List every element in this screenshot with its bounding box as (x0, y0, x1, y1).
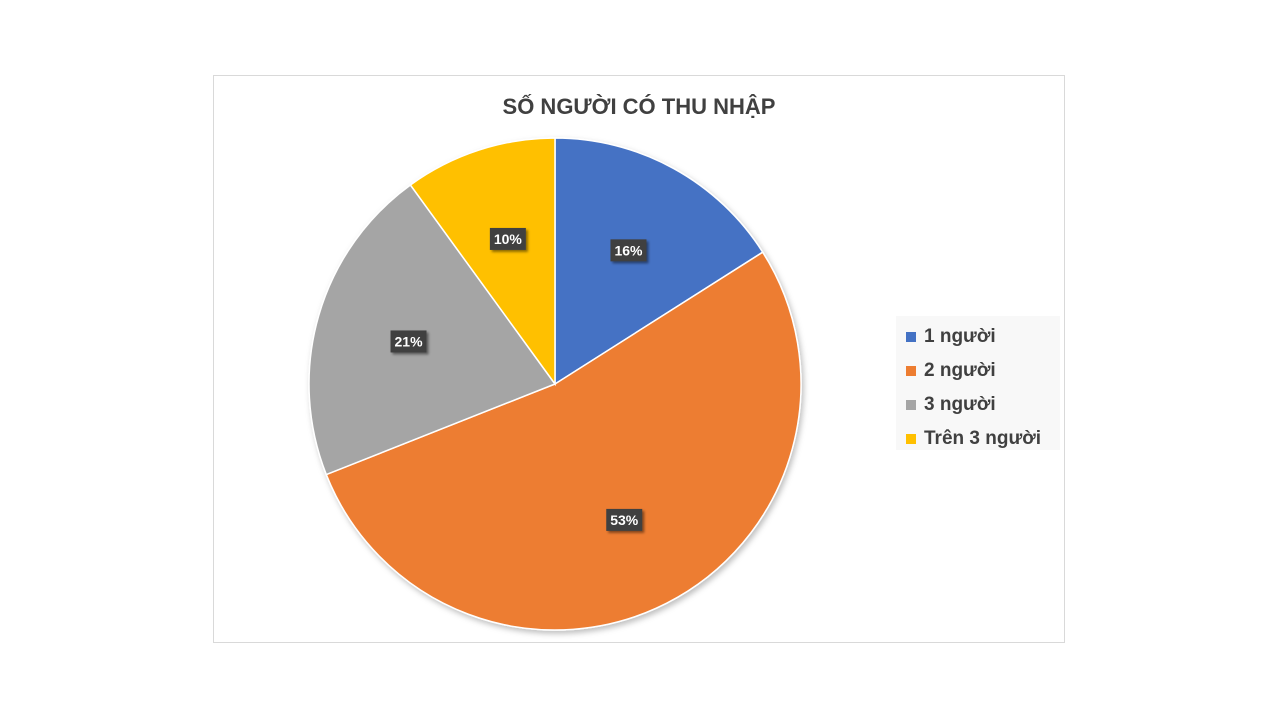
pie-slice-1-nguoi (554, 137, 764, 386)
data-label-text: 21% (395, 333, 424, 349)
legend-item-2-nguoi: 2 người (906, 354, 1060, 388)
data-label-text: 16% (614, 242, 643, 258)
legend: 1 người 2 người 3 người Trên 3 người (896, 316, 1060, 450)
data-label-text: 10% (494, 231, 523, 247)
data-label-1-nguoi: 16% (610, 239, 647, 262)
data-label-2-nguoi: 53% (606, 508, 643, 531)
legend-label: Trên 3 người (924, 428, 1042, 449)
chart-frame: SỐ NGƯỜI CÓ THU NHẬP 16% 53% 21% 10% 1 ngườ… (213, 75, 1065, 643)
legend-swatch (906, 332, 916, 342)
legend-item-tren-3-nguoi: Trên 3 người (906, 422, 1060, 456)
data-label-tren-3-nguoi: 10% (489, 227, 526, 250)
pie-slice-2-nguoi (325, 251, 802, 631)
legend-swatch (906, 434, 916, 444)
legend-label: 1 người (924, 326, 996, 347)
legend-item-1-nguoi: 1 người (906, 320, 1060, 354)
pie-slice-tren-3-nguoi (409, 137, 556, 387)
legend-label: 2 người (924, 360, 996, 381)
chart-title: SỐ NGƯỜI CÓ THU NHẬP (502, 94, 776, 119)
legend-swatch (906, 400, 916, 410)
legend-item-3-nguoi: 3 người (906, 388, 1060, 422)
pie-chart: 16% 53% 21% 10% (308, 137, 802, 631)
data-label-3-nguoi: 21% (390, 330, 427, 353)
data-label-text: 53% (610, 512, 639, 528)
pie-slice-3-nguoi (308, 183, 557, 476)
legend-label: 3 người (924, 394, 996, 415)
legend-swatch (906, 366, 916, 376)
